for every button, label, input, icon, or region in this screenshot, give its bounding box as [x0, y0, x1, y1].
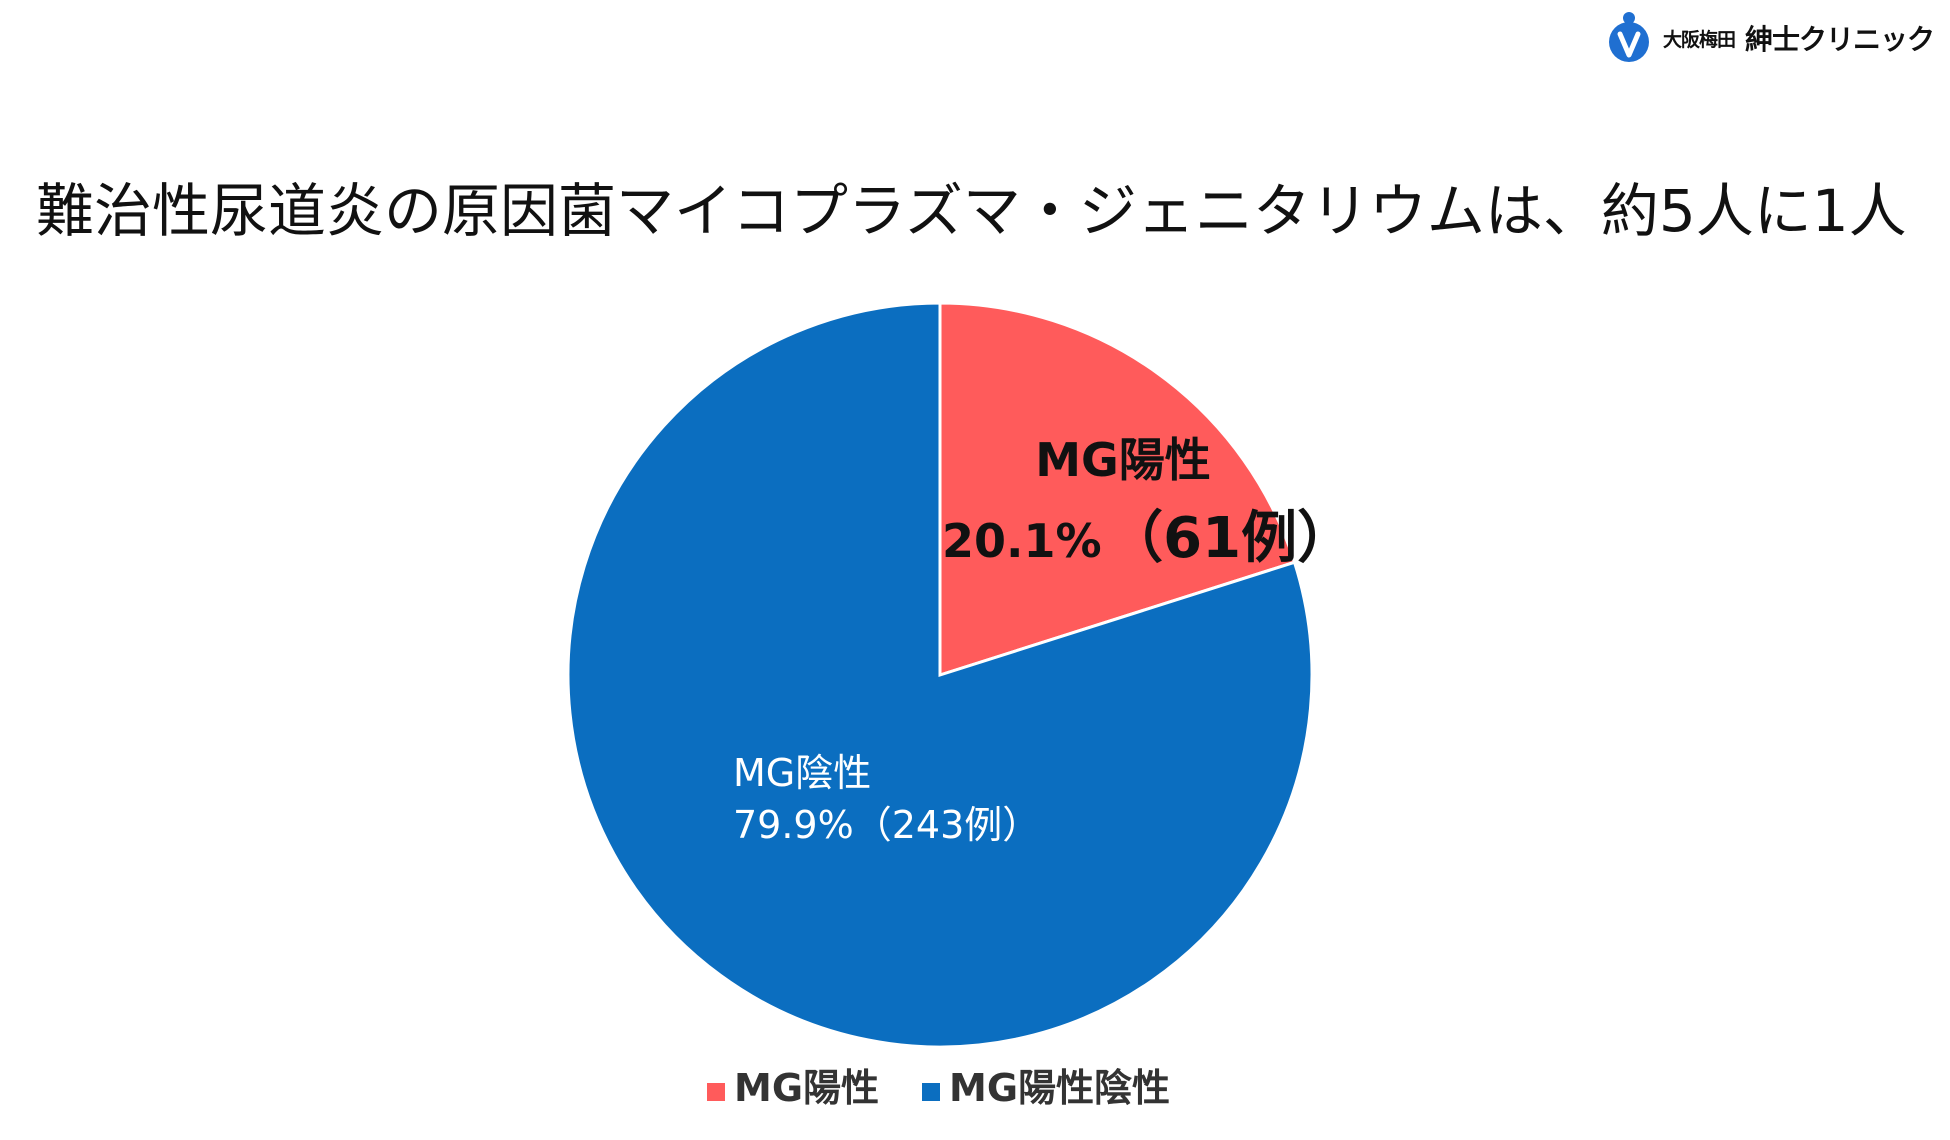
clinic-logo: 大阪梅田 紳士クリニック [1605, 10, 1935, 66]
legend-swatch-mg-positive-negative [922, 1083, 940, 1101]
slice-label-positive-percent: 20.1% [942, 514, 1102, 568]
clinic-location-label: 大阪梅田 [1662, 28, 1736, 51]
chart-title: 難治性尿道炎の原因菌マイコプラズマ・ジェニタリウムは、約5人に1人 [36, 177, 1907, 245]
pie-slice-mg-positive [938, 301, 1297, 678]
pie-slice-mg-negative [566, 301, 1314, 1049]
slice-label-negative-detail: 79.9%（243例） [733, 803, 1040, 847]
slice-label-negative-name: MG陰性 [733, 751, 871, 795]
legend-label-mg-positive-negative: MG陽性陰性 [949, 1066, 1170, 1110]
legend-label-mg-positive: MG陽性 [734, 1066, 879, 1110]
slice-label-positive-detail: 20.1% （61例） [942, 506, 1353, 571]
clinic-name: 紳士クリニック [1744, 23, 1935, 56]
legend: MG陽性 MG陽性陰性 [707, 1066, 1170, 1110]
slice-label-positive-name: MG陽性 [1035, 433, 1211, 487]
clinic-logo-mark-icon [1608, 12, 1649, 62]
slice-label-positive-count: （61例） [1107, 506, 1353, 571]
legend-swatch-mg-positive [707, 1083, 725, 1101]
pie-slices [566, 301, 1314, 1049]
